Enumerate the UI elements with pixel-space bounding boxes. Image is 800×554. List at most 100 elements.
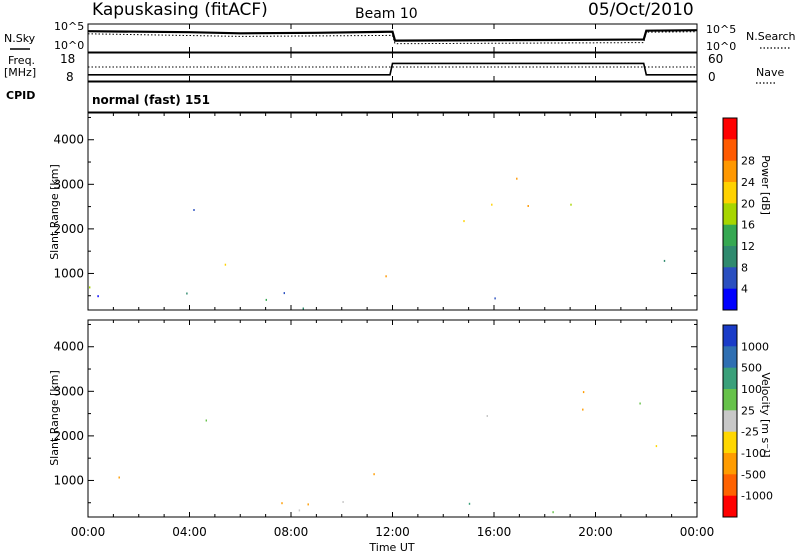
- freq-tick-bottom: 8: [66, 70, 74, 84]
- cpid-frame: [87, 81, 698, 113]
- colorbar-frame: [722, 324, 738, 518]
- data-cell: [486, 415, 488, 417]
- data-cell: [527, 205, 529, 207]
- data-cell: [281, 502, 283, 505]
- colorbar-swatch: [723, 246, 737, 268]
- colorbar-tick-label: 28: [741, 155, 755, 168]
- x-tick-label: 16:00: [477, 525, 512, 539]
- nave-tick-bottom: 0: [708, 70, 716, 84]
- data-cell: [205, 419, 207, 422]
- velocity-colorbar-label: Velocity [m s⁻¹]: [759, 372, 772, 457]
- nave-label: Nave: [756, 66, 784, 79]
- power-colorbar-label: Power [dB]: [759, 155, 772, 215]
- data-cell: [552, 511, 554, 514]
- data-cell: [582, 408, 584, 411]
- colorbar-frame: [722, 117, 738, 311]
- frequency-line: [88, 62, 697, 76]
- data-cell: [663, 259, 666, 262]
- colorbar-swatch: [723, 453, 737, 475]
- data-cell: [342, 501, 344, 503]
- noise-left-label: N.Sky: [4, 32, 36, 45]
- x-tick-label: 20:00: [578, 525, 613, 539]
- colorbar-tick-label: -500: [741, 468, 766, 481]
- velocity-data: [118, 391, 658, 514]
- colorbar-tick-label: 12: [741, 240, 755, 253]
- colorbar-swatch: [723, 431, 737, 454]
- noise-left-tick-top: 10^5: [54, 20, 84, 33]
- data-cell: [193, 209, 195, 211]
- colorbar-swatch: [723, 389, 737, 411]
- colorbar-tick-label: 100: [741, 383, 762, 396]
- colorbar-tick-label: 24: [741, 176, 755, 189]
- noise-sky-line: [87, 29, 698, 42]
- colorbar-swatch: [723, 224, 737, 247]
- date-label: 05/Oct/2010: [588, 0, 694, 20]
- power-y-ticks: 1000 2000 3000 4000: [53, 116, 697, 297]
- colorbar-tick-label: 25: [741, 404, 755, 417]
- data-cell: [494, 297, 496, 300]
- colorbar-swatch: [723, 288, 737, 311]
- noise-lines: [87, 29, 698, 45]
- colorbar-tick-label: 20: [741, 197, 755, 210]
- x-tick-label: 08:00: [274, 525, 309, 539]
- data-cell: [570, 203, 572, 206]
- velocity-colorbar: 1000 500 100 25 -25 -100 -500 -1000: [722, 324, 773, 518]
- colorbar-tick-label: 1000: [741, 340, 769, 353]
- noise-panel: N.Sky 10^5 10^0 N.Search 10^5 10^0: [4, 20, 796, 53]
- data-cell: [582, 391, 585, 394]
- colorbar-swatch: [723, 139, 737, 162]
- colorbar-tick-label: -25: [741, 426, 759, 439]
- noise-right-tick-bottom: 10^0: [706, 40, 736, 53]
- data-cell: [265, 298, 267, 301]
- colorbar-swatch: [723, 203, 737, 226]
- data-cell: [468, 502, 471, 505]
- power-data: [89, 177, 666, 310]
- colorbar-tick-label: 500: [741, 362, 762, 375]
- colorbar-tick-label: 16: [741, 219, 755, 232]
- colorbar-swatch: [723, 367, 737, 390]
- time-axis: 00:00 04:00 08:00 12:00 16:00 20:00 00:00: [71, 24, 715, 539]
- power-y-axis-label: Slant Range [km]: [48, 164, 61, 260]
- noise-left-tick-bottom: 10^0: [54, 39, 84, 52]
- data-cell: [97, 295, 99, 298]
- data-cell: [373, 473, 375, 476]
- x-tick-label: 00:00: [680, 525, 715, 539]
- colorbar-swatch: [723, 495, 737, 518]
- frequency-lines: [88, 62, 697, 76]
- colorbar-tick-label: -100: [741, 447, 766, 460]
- noise-right-tick-top: 10^5: [706, 23, 736, 36]
- data-cell: [224, 263, 227, 266]
- velocity-panel: 1000 2000 3000 4000 Slant Range [km] 1000 50…: [48, 319, 773, 518]
- y-tick-label: 3000: [53, 384, 84, 398]
- colorbar-tick-label: 8: [741, 261, 748, 274]
- x-tick-label: 04:00: [172, 525, 207, 539]
- data-cell: [307, 503, 309, 506]
- colorbar-swatch: [723, 346, 737, 369]
- power-colorbar: 4 8 12 16 20 24 28: [722, 117, 755, 311]
- colorbar-tick-label: 4: [741, 283, 748, 296]
- colorbar-swatch: [723, 182, 737, 204]
- colorbar-swatch: [723, 160, 737, 183]
- y-tick-label: 2000: [53, 222, 84, 236]
- nave-tick-top: 60: [708, 52, 723, 66]
- velocity-frame: [87, 319, 698, 518]
- velocity-y-ticks: 1000 2000 3000 4000: [53, 323, 697, 504]
- data-cell: [491, 203, 493, 206]
- freq-label-1: Freq.: [8, 54, 35, 67]
- data-cell: [302, 307, 304, 310]
- y-tick-label: 1000: [53, 266, 84, 280]
- colorbar-swatch: [723, 474, 737, 497]
- data-cell: [639, 402, 641, 405]
- colorbar-swatch: [723, 118, 737, 140]
- data-cell: [89, 286, 91, 289]
- data-cell: [186, 292, 188, 295]
- data-cell: [516, 177, 518, 180]
- data-cell: [283, 292, 285, 295]
- colorbar-swatch: [723, 410, 737, 433]
- colorbar-swatch: [723, 267, 737, 290]
- freq-label-2: [MHz]: [4, 66, 36, 79]
- data-cell: [655, 445, 658, 448]
- y-tick-label: 4000: [53, 133, 84, 147]
- freq-tick-top: 18: [60, 52, 75, 66]
